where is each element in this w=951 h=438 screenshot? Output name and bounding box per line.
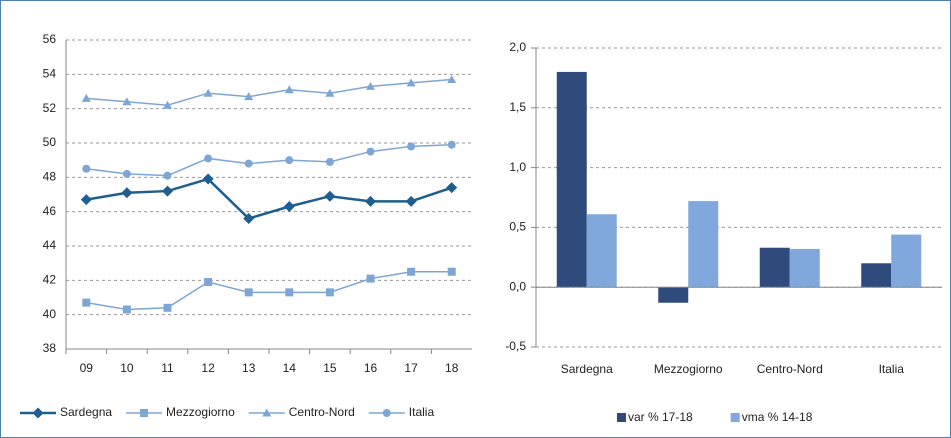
point	[82, 164, 91, 173]
point	[244, 288, 253, 297]
x-tick-label: Mezzogiorno	[654, 362, 723, 376]
point	[204, 154, 213, 163]
point	[122, 305, 131, 314]
point	[203, 88, 213, 97]
legend-marker	[262, 408, 272, 417]
point	[366, 274, 375, 283]
point	[366, 81, 375, 90]
point	[163, 303, 172, 312]
bar	[861, 263, 892, 288]
bar	[556, 71, 587, 288]
point	[325, 88, 335, 97]
y-tick-label: 46	[43, 204, 57, 218]
x-tick-label: 09	[80, 361, 94, 375]
point	[121, 187, 133, 199]
point	[366, 147, 375, 156]
point	[80, 194, 92, 206]
point	[163, 100, 172, 109]
bar	[891, 234, 922, 288]
x-tick-label: 13	[242, 361, 256, 375]
series-line	[86, 177, 453, 220]
y-tick-label: 1,0	[509, 160, 526, 174]
point	[162, 185, 173, 197]
x-tick-label: 11	[161, 361, 174, 375]
legend-marker	[140, 409, 149, 417]
x-tick-label: 15	[323, 361, 337, 375]
legend-marker	[382, 409, 391, 417]
point	[285, 156, 294, 165]
y-tick-label: 38	[43, 341, 57, 355]
point	[284, 85, 294, 94]
y-tick-label: 54	[43, 67, 57, 81]
y-tick-label: 1,5	[509, 100, 526, 114]
series-line	[86, 143, 452, 177]
point	[365, 195, 376, 207]
bar	[789, 248, 820, 288]
point	[407, 142, 416, 151]
x-tick-label: Italia	[879, 362, 905, 376]
y-tick-label: 44	[43, 238, 57, 252]
y-tick-label: 0,5	[509, 220, 526, 234]
y-tick-label: 40	[43, 307, 57, 321]
bar	[759, 247, 790, 288]
series-line	[86, 78, 452, 106]
point	[285, 288, 294, 297]
point	[202, 173, 214, 185]
point	[405, 195, 417, 207]
x-tick-label: 17	[404, 361, 418, 375]
point	[243, 213, 255, 225]
legend-label: vma % 14-18	[742, 410, 813, 424]
point	[204, 278, 213, 287]
legend-marker	[32, 407, 44, 419]
point	[325, 157, 334, 166]
point	[407, 267, 416, 276]
bar	[688, 201, 719, 288]
point	[244, 159, 253, 168]
y-tick-label: -0,5	[505, 339, 526, 353]
legend-label: Centro-Nord	[289, 405, 355, 419]
legend-label: Italia	[409, 405, 435, 419]
bar	[586, 214, 617, 288]
y-tick-label: 42	[43, 273, 57, 287]
y-tick-label: 50	[43, 135, 57, 149]
x-tick-label: 10	[120, 361, 134, 375]
point	[244, 92, 254, 101]
y-tick-label: 48	[43, 170, 57, 184]
point	[406, 78, 416, 87]
x-tick-label: 12	[201, 361, 215, 375]
point	[82, 298, 91, 307]
point	[447, 140, 456, 149]
point	[122, 97, 132, 106]
legend-swatch	[730, 413, 740, 422]
point	[283, 201, 295, 213]
bar	[658, 287, 689, 303]
point	[325, 288, 334, 297]
point	[447, 74, 457, 83]
legend-label: Sardegna	[60, 405, 112, 419]
legend-label: var % 17-18	[628, 410, 693, 424]
point	[81, 93, 91, 102]
x-tick-label: Sardegna	[561, 362, 613, 376]
x-tick-label: 18	[445, 361, 459, 375]
legend-label: Mezzogiorno	[166, 405, 235, 419]
y-tick-label: 0,0	[509, 279, 526, 293]
y-tick-label: 2,0	[509, 40, 526, 54]
point	[446, 182, 458, 194]
point	[163, 171, 172, 180]
x-tick-label: Centro-Nord	[757, 362, 823, 376]
point	[122, 169, 131, 178]
y-tick-label: 52	[43, 101, 57, 115]
x-tick-label: 16	[364, 361, 378, 375]
point	[324, 190, 336, 202]
x-tick-label: 14	[283, 361, 297, 375]
legend-swatch	[617, 413, 626, 422]
series-line	[86, 271, 452, 311]
point	[447, 267, 456, 276]
y-tick-label: 56	[43, 32, 57, 46]
